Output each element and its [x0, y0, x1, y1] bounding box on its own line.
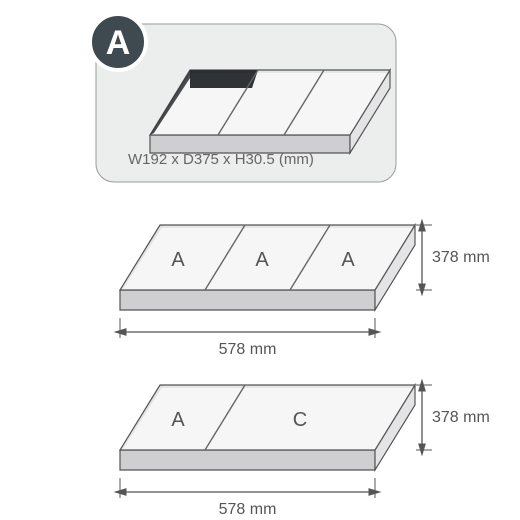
- height-label: 378 mm: [432, 409, 490, 426]
- height-label: 378 mm: [432, 249, 490, 266]
- compartment-label: C: [293, 409, 307, 431]
- compartment-label: A: [255, 249, 269, 271]
- width-dimension: 578 mm: [120, 478, 375, 518]
- compartment-label: A: [341, 249, 355, 271]
- compartment-label: A: [171, 249, 185, 271]
- width-dimension: 578 mm: [120, 318, 375, 358]
- callout-tray: [150, 70, 390, 153]
- height-dimension: 378 mm: [416, 225, 490, 290]
- callout-dimension-text: W192 x D375 x H30.5 (mm): [128, 151, 314, 168]
- width-label: 578 mm: [219, 341, 277, 358]
- compartment-label: A: [171, 409, 185, 431]
- height-dimension: 378 mm: [416, 385, 490, 450]
- main-tray-0: AAA: [120, 225, 415, 310]
- main-tray-1: AC: [120, 385, 415, 470]
- section-badge-letter: A: [106, 24, 131, 62]
- width-label: 578 mm: [219, 501, 277, 518]
